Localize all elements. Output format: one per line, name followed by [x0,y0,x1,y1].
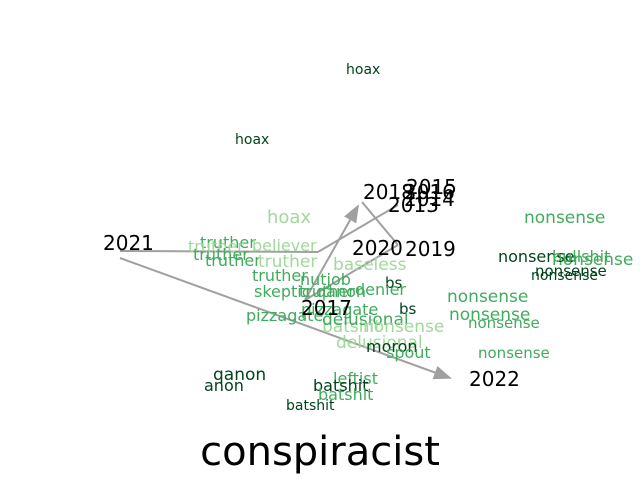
word-label: delusional [322,310,409,330]
word-label: nonsense [498,247,575,266]
trajectory-arrows [119,201,452,380]
word-label: batshit [286,398,335,414]
word-label: denier [355,280,406,299]
year-label: 2017 [301,296,352,320]
word-label: truther [258,252,317,272]
arrow-2019-2017 [304,244,399,301]
word-label: nonsense [447,287,528,307]
word-label: delusional [336,333,423,353]
arrow-2021-2012 [119,250,319,253]
word-label: hoax [267,207,311,228]
word-label: moron [366,337,418,356]
year-label: 2018 [363,180,414,204]
word-label: bs [399,300,417,318]
word-label: truther [299,282,355,301]
word-label: bullshit [552,247,610,266]
year-label: 2020 [352,236,403,260]
word-label: batshit [313,376,368,395]
word-label: qanon [213,365,266,385]
word-label: batshit [318,385,373,404]
word-label: batshit [322,317,381,337]
word-label: truther [205,251,261,270]
word-label: hoax [346,62,380,78]
arrow-2012-2015 [317,204,399,253]
word-label: qanon [316,282,366,301]
year-labels: 2013 2014 2015 2016 2017 2018 2019 2020 … [103,175,520,391]
word-label: pizzagate [246,306,323,325]
word-label: truther [252,266,308,285]
word-label: nonsense [449,305,530,325]
word-label: nonsense [535,262,607,280]
word-label: nonsense [524,208,605,228]
word-label: nutjob [300,270,351,289]
year-label: 2019 [405,237,456,261]
word-label: skeptic [254,282,311,301]
word-label: nonsense [363,317,444,337]
year-label: 2021 [103,231,154,255]
word-label: truther [193,245,249,264]
year-label: 2016 [404,180,455,204]
year-label: 2015 [406,175,457,199]
word-label: truther [200,233,256,252]
word-label: spout [386,343,431,362]
word-label: nonsense [531,268,598,284]
word-label: nonsense [468,314,540,332]
word-label: bs [385,274,403,292]
neighbor-words: hoax hoax hoax nonsense truther truther … [188,62,633,414]
word-label: leftist [333,369,378,388]
word-label: believer [252,236,317,255]
year-label: 2022 [469,367,520,391]
arrow-2021-2022 [119,257,452,380]
arrow-2017-2018 [304,204,359,301]
word-label: pizzagate [301,300,378,319]
arrow-2015-2019 [361,201,399,246]
year-label: 2013 [388,193,439,217]
word-label: nonsense [552,250,633,270]
diagram-title: conspiracist [200,429,440,475]
word-label: anon [204,376,244,395]
word-label: baseless [333,255,407,275]
year-label: 2014 [404,187,455,211]
word-label: nonsense [478,344,550,362]
word-label: hoax [235,132,269,148]
word-label: truther [188,237,244,256]
